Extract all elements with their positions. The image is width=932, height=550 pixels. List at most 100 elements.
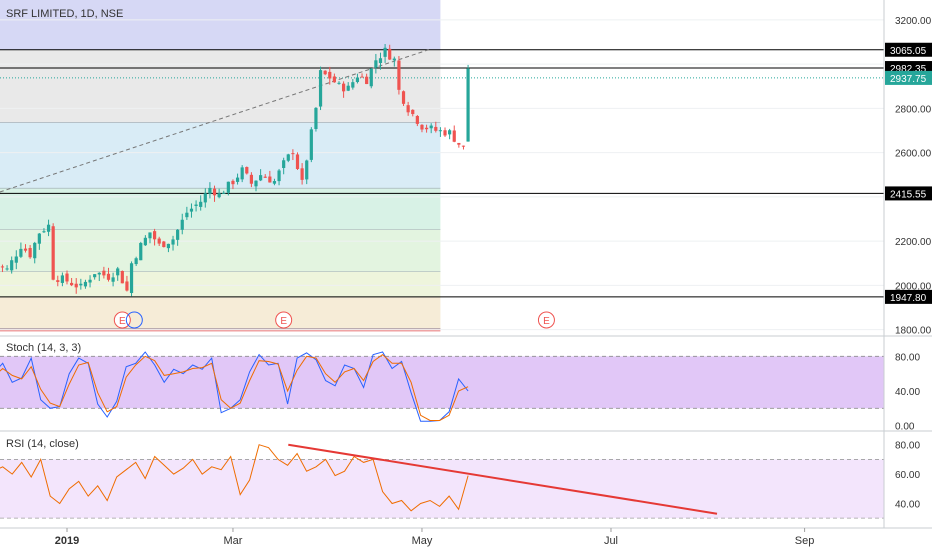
candle-body bbox=[37, 233, 41, 244]
candle-body bbox=[157, 238, 161, 244]
earnings-event-marker: E bbox=[275, 311, 293, 329]
candle-body bbox=[212, 188, 217, 196]
candle-body bbox=[411, 109, 415, 115]
candle-body bbox=[254, 180, 258, 187]
fib-band bbox=[0, 49, 441, 123]
price-label-text: 1947.80 bbox=[890, 293, 927, 304]
price-tick-label: 2600.00 bbox=[895, 149, 932, 160]
candle-body bbox=[383, 47, 387, 57]
candle-body bbox=[429, 125, 433, 129]
candle-body bbox=[369, 68, 373, 87]
price-label-text: 2982.35 bbox=[890, 64, 927, 75]
fib-band bbox=[0, 122, 441, 189]
candle-body bbox=[461, 145, 466, 147]
candle-body bbox=[83, 281, 88, 287]
rsi-band bbox=[0, 459, 884, 519]
candle-body bbox=[231, 180, 235, 185]
candle-body bbox=[351, 82, 355, 88]
candle-body bbox=[56, 280, 60, 282]
candle-body bbox=[102, 270, 106, 276]
candle-body bbox=[46, 224, 51, 232]
price-label-text: 2415.55 bbox=[890, 189, 927, 200]
candle-body bbox=[217, 193, 221, 198]
rsi-tick-label: 60.00 bbox=[895, 470, 920, 481]
candle-body bbox=[23, 248, 28, 251]
candle-body bbox=[388, 48, 392, 60]
candle-body bbox=[0, 266, 5, 268]
candle-body bbox=[134, 258, 138, 265]
rsi-line bbox=[0, 444, 469, 512]
candle-body bbox=[148, 232, 152, 239]
candle-body bbox=[33, 242, 37, 259]
candle-body bbox=[19, 248, 23, 257]
price-label-box bbox=[885, 42, 932, 57]
candle-body bbox=[457, 142, 461, 145]
candle-body bbox=[277, 170, 281, 182]
candle-body bbox=[360, 76, 364, 78]
candle-body bbox=[355, 77, 360, 83]
candle-body bbox=[171, 239, 175, 245]
candle-body bbox=[291, 153, 295, 155]
candle-body bbox=[318, 70, 323, 107]
rsi-trendline bbox=[288, 443, 718, 515]
time-tick-label: Mar bbox=[223, 535, 242, 547]
candle-body bbox=[286, 154, 290, 161]
event-circle bbox=[275, 311, 293, 329]
candle-body bbox=[420, 124, 424, 130]
candle-body bbox=[70, 282, 74, 286]
candle-body bbox=[374, 60, 378, 68]
rsi-tick-label: 80.00 bbox=[895, 441, 920, 452]
rsi-title: RSI (14, close) bbox=[6, 438, 79, 450]
candle-body bbox=[249, 174, 253, 184]
candle-body bbox=[434, 126, 438, 131]
candle-body bbox=[125, 281, 129, 291]
candle-body bbox=[268, 176, 272, 183]
candle-body bbox=[222, 192, 226, 194]
price-tick-label: 1800.00 bbox=[895, 326, 932, 337]
candle-body bbox=[466, 68, 470, 142]
candle-body bbox=[448, 130, 452, 135]
earnings-event-marker: E bbox=[113, 311, 131, 329]
candle-body bbox=[415, 116, 419, 124]
price-tick-label: 2000.00 bbox=[895, 281, 932, 292]
time-tick-label: Jul bbox=[604, 535, 618, 547]
chart-title: SRF LIMITED, 1D, NSE bbox=[6, 8, 124, 20]
candle-body bbox=[51, 226, 55, 280]
candle-body bbox=[378, 58, 383, 64]
stoch-tick-label: 40.00 bbox=[895, 387, 920, 398]
candle-body bbox=[309, 129, 313, 160]
candle-body bbox=[203, 193, 207, 203]
candle-body bbox=[240, 167, 244, 180]
candle-body bbox=[74, 283, 78, 288]
candle-body bbox=[42, 231, 46, 233]
event-circle bbox=[537, 311, 555, 329]
candle-body bbox=[295, 154, 300, 169]
candle-body bbox=[208, 187, 212, 194]
candle-body bbox=[346, 85, 350, 91]
dividend-event-marker bbox=[125, 311, 143, 329]
candle-body bbox=[328, 71, 332, 79]
time-tick-label: 2019 bbox=[55, 535, 79, 547]
stoch-title: Stoch (14, 3, 3) bbox=[6, 342, 82, 354]
candle-body bbox=[406, 105, 410, 113]
candle-body bbox=[337, 82, 341, 84]
candle-body bbox=[314, 107, 318, 129]
price-label-box bbox=[885, 70, 932, 85]
candle-body bbox=[452, 130, 456, 142]
candle-body bbox=[259, 175, 263, 181]
price-label-box bbox=[885, 289, 932, 304]
candle-body bbox=[438, 130, 443, 132]
candle-body bbox=[235, 177, 240, 182]
candle-body bbox=[14, 256, 18, 263]
candle-body bbox=[10, 260, 14, 271]
candle-body bbox=[332, 76, 336, 83]
fib-band bbox=[0, 296, 441, 329]
candle-body bbox=[392, 58, 396, 61]
candle-body bbox=[194, 204, 198, 206]
candle-body bbox=[65, 273, 69, 282]
event-label: E bbox=[543, 316, 550, 327]
rsi-tick-label: 40.00 bbox=[895, 499, 920, 510]
candle-body bbox=[79, 283, 83, 286]
candle-body bbox=[88, 279, 92, 283]
